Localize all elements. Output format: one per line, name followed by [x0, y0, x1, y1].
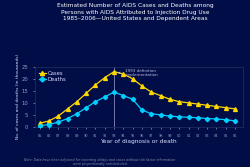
Text: Estimated Number of AIDS Cases and Deaths among
Persons with AIDS Attributed to : Estimated Number of AIDS Cases and Death…: [57, 3, 213, 21]
Text: Note: Data have been adjusted for reporting delays and cases without risk factor: Note: Data have been adjusted for report…: [24, 158, 176, 166]
Y-axis label: No. of cases and deaths (in thousands): No. of cases and deaths (in thousands): [16, 54, 20, 139]
Legend: Cases, Deaths: Cases, Deaths: [38, 69, 68, 84]
Text: 1993 definition
implementation: 1993 definition implementation: [118, 69, 158, 77]
X-axis label: Year of diagnosis or death: Year of diagnosis or death: [100, 139, 177, 144]
